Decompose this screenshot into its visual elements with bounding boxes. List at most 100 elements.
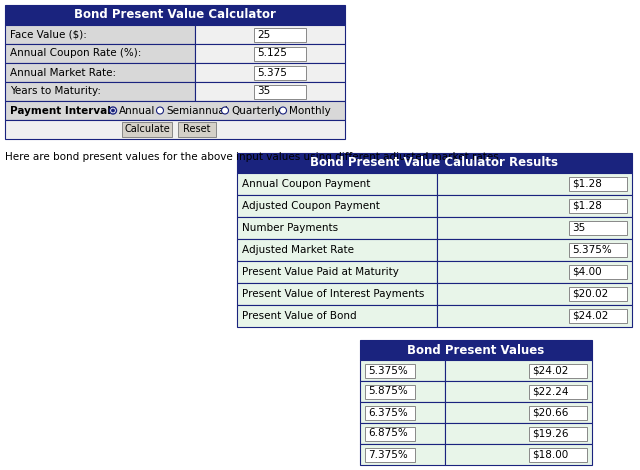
Bar — [365, 406, 415, 420]
Bar — [445, 402, 592, 423]
Bar — [437, 195, 632, 217]
Bar — [237, 261, 437, 283]
Bar — [445, 360, 592, 381]
Text: Calculate: Calculate — [124, 125, 170, 134]
Circle shape — [157, 108, 163, 113]
Bar — [5, 82, 195, 101]
Circle shape — [280, 108, 285, 113]
Bar — [360, 381, 445, 402]
Bar — [529, 384, 587, 399]
Text: Semiannual: Semiannual — [166, 105, 228, 116]
Bar — [569, 309, 627, 323]
Bar — [365, 384, 415, 399]
Text: $24.02: $24.02 — [572, 311, 609, 321]
Bar — [5, 5, 345, 25]
Bar — [5, 120, 345, 139]
Text: 6.875%: 6.875% — [368, 429, 408, 439]
Bar — [437, 261, 632, 283]
Text: $22.24: $22.24 — [532, 386, 568, 397]
Bar — [254, 85, 306, 99]
Bar — [254, 47, 306, 61]
Bar — [437, 283, 632, 305]
Bar — [195, 44, 345, 63]
Bar — [437, 173, 632, 195]
Text: 25: 25 — [257, 30, 270, 39]
Text: Adjusted Market Rate: Adjusted Market Rate — [242, 245, 354, 255]
Circle shape — [222, 108, 228, 113]
Bar — [195, 25, 345, 44]
Bar — [529, 426, 587, 440]
Text: Number Payments: Number Payments — [242, 223, 338, 233]
Bar — [445, 444, 592, 465]
Text: 5.375%: 5.375% — [368, 366, 408, 376]
Text: 5.375%: 5.375% — [572, 245, 612, 255]
Bar — [360, 423, 445, 444]
Bar — [529, 447, 587, 462]
Text: Years to Maturity:: Years to Maturity: — [10, 86, 101, 96]
Bar — [437, 239, 632, 261]
Bar — [237, 305, 437, 327]
Bar — [237, 239, 437, 261]
Bar — [254, 65, 306, 79]
Text: Present Value of Interest Payments: Present Value of Interest Payments — [242, 289, 424, 299]
Bar — [360, 360, 445, 381]
Bar — [365, 363, 415, 377]
Text: 5.875%: 5.875% — [368, 386, 408, 397]
Bar — [237, 283, 437, 305]
Bar — [360, 444, 445, 465]
Text: Face Value ($):: Face Value ($): — [10, 30, 87, 39]
Text: Quarterly: Quarterly — [231, 105, 280, 116]
Circle shape — [112, 109, 114, 112]
Bar — [5, 25, 195, 44]
Bar — [365, 447, 415, 462]
Bar — [195, 63, 345, 82]
Text: 35: 35 — [572, 223, 585, 233]
Text: $1.28: $1.28 — [572, 179, 602, 189]
Text: Here are bond present values for the above input values using different adjusted: Here are bond present values for the abo… — [5, 152, 502, 162]
Text: 5.375: 5.375 — [257, 68, 287, 78]
Text: Reset: Reset — [183, 125, 211, 134]
Bar — [237, 173, 437, 195]
Text: $18.00: $18.00 — [532, 449, 568, 460]
Text: Bond Present Value Calculator: Bond Present Value Calculator — [74, 8, 276, 22]
Bar — [569, 265, 627, 279]
Bar — [569, 177, 627, 191]
Text: Bond Present Value Calulator Results: Bond Present Value Calulator Results — [310, 157, 559, 170]
Bar — [569, 243, 627, 257]
Text: Adjusted Coupon Payment: Adjusted Coupon Payment — [242, 201, 380, 211]
Bar — [237, 217, 437, 239]
Text: Present Value Paid at Maturity: Present Value Paid at Maturity — [242, 267, 399, 277]
Text: Payment Interval:: Payment Interval: — [10, 105, 115, 116]
Bar — [360, 402, 445, 423]
Text: 7.375%: 7.375% — [368, 449, 408, 460]
Text: $19.26: $19.26 — [532, 429, 568, 439]
Text: $24.02: $24.02 — [532, 366, 568, 376]
Bar — [569, 199, 627, 213]
Text: Annual Coupon Rate (%):: Annual Coupon Rate (%): — [10, 48, 141, 58]
Bar — [122, 122, 172, 137]
Circle shape — [109, 107, 116, 114]
Text: Monthly: Monthly — [289, 105, 331, 116]
Bar — [360, 340, 592, 360]
Bar — [569, 221, 627, 235]
Text: Annual: Annual — [119, 105, 156, 116]
Bar — [5, 44, 195, 63]
Text: $20.02: $20.02 — [572, 289, 608, 299]
Bar — [437, 217, 632, 239]
Text: Annual Coupon Payment: Annual Coupon Payment — [242, 179, 371, 189]
Bar — [5, 63, 195, 82]
Bar — [5, 101, 345, 120]
Bar — [237, 195, 437, 217]
Bar — [529, 406, 587, 420]
Text: Present Value of Bond: Present Value of Bond — [242, 311, 356, 321]
Bar — [445, 423, 592, 444]
Bar — [365, 426, 415, 440]
Bar — [237, 153, 632, 173]
Text: 35: 35 — [257, 86, 270, 96]
Bar — [529, 363, 587, 377]
Text: $20.66: $20.66 — [532, 407, 568, 417]
Text: 6.375%: 6.375% — [368, 407, 408, 417]
Text: Annual Market Rate:: Annual Market Rate: — [10, 68, 116, 78]
Bar — [569, 287, 627, 301]
Circle shape — [111, 109, 115, 113]
